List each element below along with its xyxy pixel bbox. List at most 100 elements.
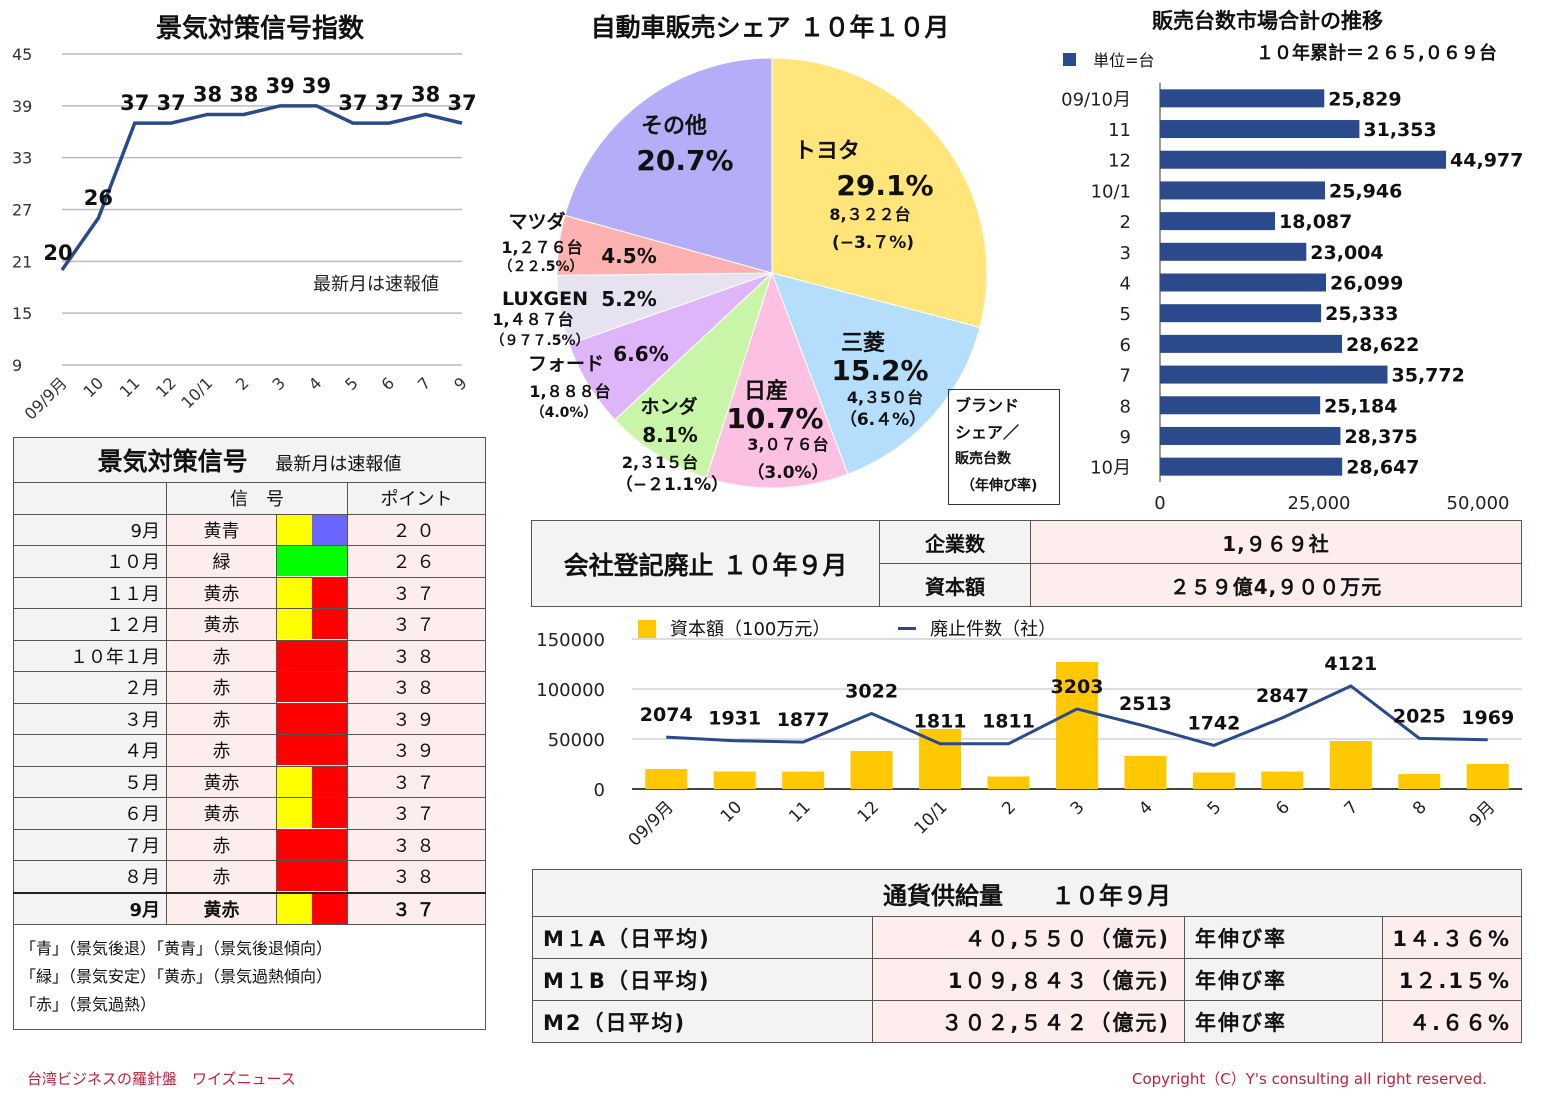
signal-month: １０月 bbox=[13, 545, 167, 578]
sales-bar-label: 23,004 bbox=[1310, 242, 1383, 264]
signal-month: 9月 bbox=[13, 513, 167, 546]
sales-bar-label: 25,333 bbox=[1325, 303, 1398, 325]
sales-category-label: 11 bbox=[1108, 120, 1131, 141]
closure-capital-bar bbox=[1056, 662, 1098, 789]
index-data-label: 39 bbox=[266, 74, 295, 98]
pie-slice-growth: （２２.5%） bbox=[498, 259, 583, 275]
sales-bar bbox=[1160, 212, 1276, 231]
closure-capital-bar bbox=[1329, 741, 1372, 789]
sales-bar bbox=[1160, 89, 1325, 108]
sales-bar-chart: 25,829 09/10月 31,353 11 44,977 12 25,946 10/1 18… bbox=[1061, 83, 1523, 514]
pie-slice-units: 2,３1５台 bbox=[622, 453, 698, 472]
signal-label: 黄赤 bbox=[166, 608, 277, 641]
pie-slice-percent: 6.6% bbox=[613, 342, 668, 366]
money-value: ４０,５５０（億元) bbox=[872, 916, 1185, 959]
closure-capital-bar bbox=[1261, 771, 1304, 789]
closure-count-label: 2513 bbox=[1119, 693, 1172, 715]
pie-slice-name: マツダ bbox=[508, 210, 565, 233]
index-data-label: 37 bbox=[447, 91, 476, 115]
signal-point: ３７ bbox=[347, 797, 486, 830]
closure-x-tick: 10 bbox=[717, 797, 746, 826]
signal-row: １２月 黄赤 ３７ bbox=[13, 608, 486, 641]
signal-point: ３８ bbox=[347, 639, 486, 672]
closure-count-label: 1742 bbox=[1187, 712, 1240, 734]
closure-x-tick: 7 bbox=[1341, 797, 1363, 819]
signal-row: ３月赤 ３９ bbox=[13, 702, 486, 735]
pie-slice-name: その他 bbox=[641, 114, 707, 139]
money-supply-table: 通貨供給量 １０年９月 M１A（日平均) ４０,５５０（億元) 年伸び率 1４.３６%… bbox=[532, 869, 1522, 1043]
index-series-line bbox=[60, 104, 463, 271]
signal-color-bar bbox=[277, 609, 347, 640]
closure-count-label: 1877 bbox=[777, 709, 830, 731]
closure-legend-bar-swatch bbox=[638, 620, 656, 638]
registration-value-companies: 1,９６９社 bbox=[1030, 520, 1522, 564]
sales-category-label: 7 bbox=[1120, 366, 1131, 387]
signal-color-bar bbox=[277, 798, 347, 829]
closure-legend-bar-label: 資本額（100万元） bbox=[670, 619, 831, 640]
signal-row: １１月 黄赤 ３７ bbox=[13, 576, 486, 609]
closure-capital-bar bbox=[850, 751, 893, 789]
pie-legend-line-1: ブランド bbox=[955, 396, 1020, 415]
signal-label: 黄赤 bbox=[166, 797, 277, 830]
closure-count-label: 1931 bbox=[708, 708, 761, 730]
closure-legend-line-swatch bbox=[898, 627, 917, 630]
signal-color-swatch bbox=[312, 609, 347, 640]
sales-bar bbox=[1160, 396, 1321, 415]
signal-color-bar bbox=[277, 514, 347, 545]
signal-color-swatch bbox=[277, 546, 347, 577]
closure-capital-bar bbox=[782, 771, 825, 789]
sales-bar bbox=[1160, 181, 1326, 200]
sales-x-tick: 25,000 bbox=[1288, 493, 1351, 514]
signal-row: ８月赤 ３８ bbox=[13, 860, 486, 893]
closure-count-label: 4121 bbox=[1324, 653, 1377, 675]
signal-color-cell bbox=[275, 671, 349, 704]
signal-color-cell bbox=[275, 639, 349, 672]
signal-legend-line: 「赤」（景気過熱） bbox=[20, 995, 157, 1014]
closure-count-label: 2847 bbox=[1256, 685, 1309, 707]
signal-table-title-row: 景気対策信号 最新月は速報値 bbox=[13, 437, 486, 483]
closure-y-tick: 50000 bbox=[548, 730, 605, 751]
signal-color-cell bbox=[275, 765, 349, 798]
sales-bar bbox=[1160, 242, 1307, 261]
sales-bar-label: 28,647 bbox=[1346, 457, 1419, 479]
sales-bar bbox=[1160, 457, 1343, 476]
point-header: ポイント bbox=[347, 482, 486, 515]
signal-row: ６月 黄赤 ３７ bbox=[13, 797, 486, 830]
sales-category-label: 2 bbox=[1120, 212, 1131, 233]
closure-count-label: 3203 bbox=[1051, 676, 1104, 698]
closure-capital-bar bbox=[713, 771, 756, 789]
closure-y-tick: 150000 bbox=[536, 630, 605, 651]
sales-category-label: 3 bbox=[1120, 243, 1131, 264]
index-chart-note: 最新月は速報値 bbox=[313, 274, 439, 295]
sales-bar-label: 44,977 bbox=[1450, 150, 1523, 172]
index-y-tick: 45 bbox=[12, 45, 32, 64]
index-data-label: 38 bbox=[411, 82, 440, 106]
sales-bar bbox=[1160, 426, 1341, 445]
sales-bar bbox=[1160, 150, 1447, 169]
sales-bar bbox=[1160, 273, 1326, 292]
signal-point: ２６ bbox=[347, 545, 486, 578]
signal-color-swatch bbox=[277, 640, 347, 671]
signal-color-swatch bbox=[277, 893, 312, 924]
closure-y-tick: 100000 bbox=[536, 680, 605, 701]
pie-slice-percent: 15.2% bbox=[831, 354, 928, 387]
signal-color-bar bbox=[277, 829, 347, 860]
signal-color-swatch bbox=[277, 766, 312, 797]
signal-month: ８月 bbox=[13, 860, 167, 893]
pie-slice-units: 1,８８８台 bbox=[529, 382, 610, 401]
signal-month: １０年１月 bbox=[13, 639, 167, 672]
signal-color-bar bbox=[277, 640, 347, 671]
index-data-label: 26 bbox=[84, 186, 113, 210]
pie-legend-line-2: シェア／ bbox=[955, 423, 1020, 442]
money-row: M１A（日平均) ４０,５５０（億元) 年伸び率 1４.３６% bbox=[532, 916, 1522, 959]
signal-color-swatch bbox=[277, 609, 312, 640]
signal-color-swatch bbox=[312, 766, 347, 797]
sales-category-label: 12 bbox=[1108, 151, 1131, 172]
money-name: M１A（日平均) bbox=[532, 916, 873, 959]
closure-x-tick: 2 bbox=[998, 797, 1020, 819]
closure-x-tick: 8 bbox=[1409, 797, 1431, 819]
pie-slice-name: LUXGEN bbox=[502, 288, 588, 310]
signal-label: 黄赤 bbox=[166, 576, 277, 609]
signal-legend-line: 「緑」（景気安定）「黄赤」（景気過熱傾向） bbox=[20, 967, 333, 986]
money-rate: 1２.1５% bbox=[1382, 958, 1522, 1001]
